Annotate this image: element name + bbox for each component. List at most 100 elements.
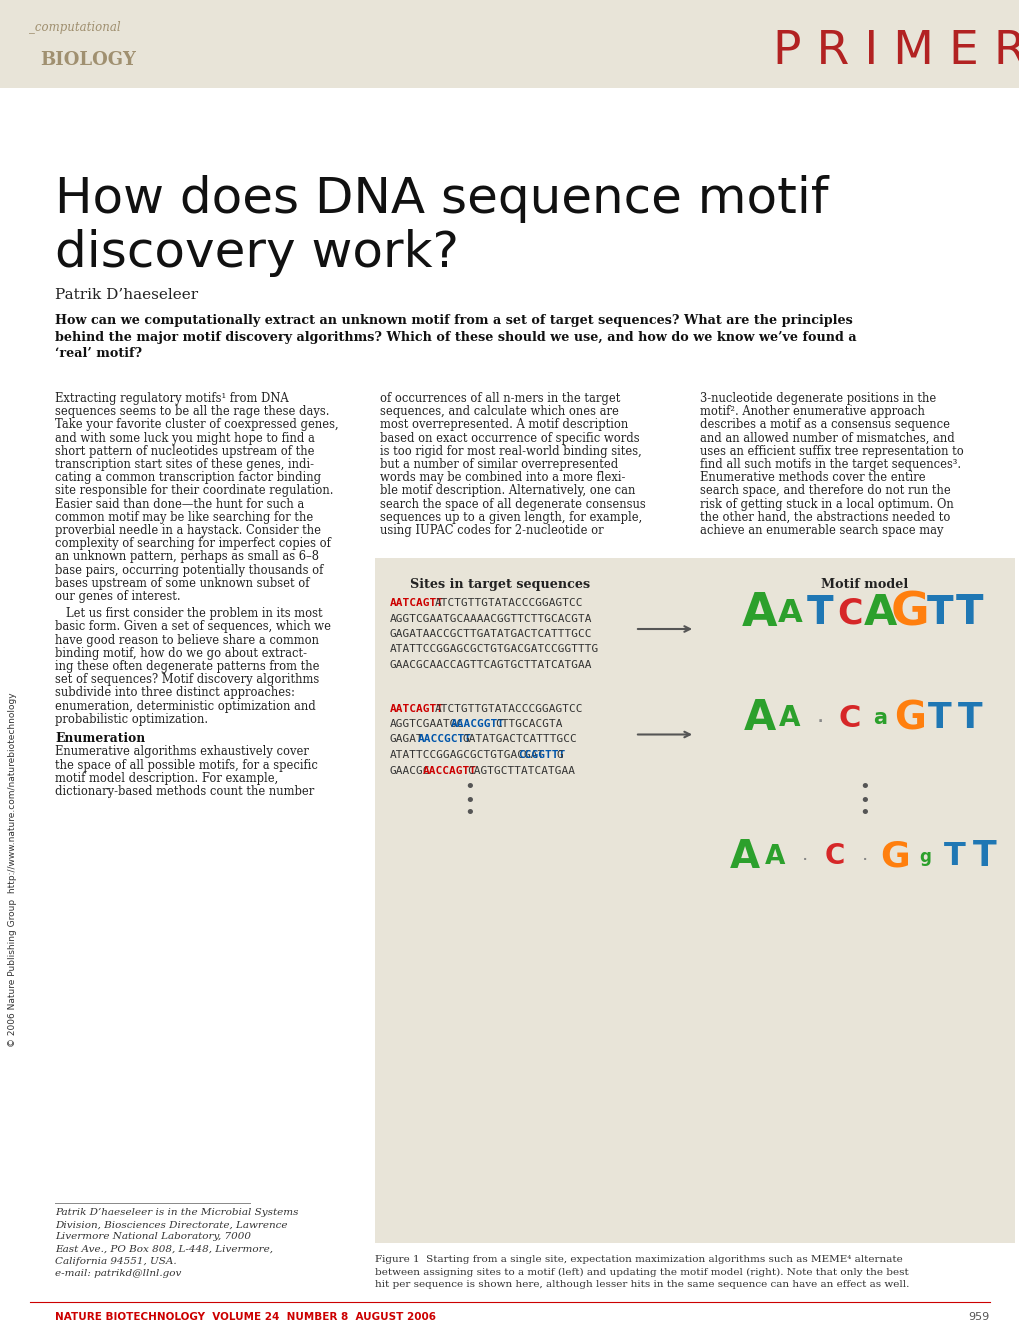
Text: search space, and therefore do not run the: search space, and therefore do not run t… xyxy=(699,484,950,497)
Text: proverbial needle in a haystack. Consider the: proverbial needle in a haystack. Conside… xyxy=(55,524,321,538)
Text: set of sequences? Motif discovery algorithms: set of sequences? Motif discovery algori… xyxy=(55,673,319,687)
Text: GAACGCAACCAGTTCAGTGCTTATCATGAA: GAACGCAACCAGTTCAGTGCTTATCATGAA xyxy=(389,660,592,671)
Text: AACCGCTT: AACCGCTT xyxy=(418,735,471,745)
Text: How can we computationally extract an unknown motif from a set of target sequenc: How can we computationally extract an un… xyxy=(55,314,852,327)
Text: our genes of interest.: our genes of interest. xyxy=(55,590,180,603)
Text: words may be combined into a more flexi-: words may be combined into a more flexi- xyxy=(380,472,625,484)
Text: T: T xyxy=(972,840,996,874)
Text: probabilistic optimization.: probabilistic optimization. xyxy=(55,712,208,726)
Text: Extracting regulatory motifs¹ from DNA: Extracting regulatory motifs¹ from DNA xyxy=(55,392,288,405)
Text: site responsible for their coordinate regulation.: site responsible for their coordinate re… xyxy=(55,484,333,497)
Text: Enumerative methods cover the entire: Enumerative methods cover the entire xyxy=(699,472,924,484)
Text: enumeration, deterministic optimization and: enumeration, deterministic optimization … xyxy=(55,700,316,712)
Text: GAACGC: GAACGC xyxy=(389,766,430,775)
Text: between assigning sites to a motif (left) and updating the motif model (right). : between assigning sites to a motif (left… xyxy=(375,1267,908,1277)
Text: G: G xyxy=(556,750,562,759)
Text: describes a motif as a consensus sequence: describes a motif as a consensus sequenc… xyxy=(699,418,949,431)
Text: a: a xyxy=(872,708,887,728)
Text: 3-nucleotide degenerate positions in the: 3-nucleotide degenerate positions in the xyxy=(699,392,935,405)
Bar xyxy=(375,558,1014,1243)
Text: motif². Another enumerative approach: motif². Another enumerative approach xyxy=(699,405,924,418)
Text: 959: 959 xyxy=(968,1312,989,1322)
Text: transcription start sites of these genes, indi-: transcription start sites of these genes… xyxy=(55,458,314,470)
Text: of occurrences of all n-mers in the target: of occurrences of all n-mers in the targ… xyxy=(380,392,620,405)
Text: A: A xyxy=(779,704,800,732)
Text: A: A xyxy=(743,698,775,739)
Text: Sites in target sequences: Sites in target sequences xyxy=(410,578,589,591)
Text: T: T xyxy=(927,702,951,735)
Text: ATCTGTTGTATACCCGGAGTCC: ATCTGTTGTATACCCGGAGTCC xyxy=(434,703,582,714)
Text: BIOLOGY: BIOLOGY xyxy=(40,51,136,69)
Text: Let us first consider the problem in its most: Let us first consider the problem in its… xyxy=(55,607,322,620)
Text: and an allowed number of mismatches, and: and an allowed number of mismatches, and xyxy=(699,431,954,445)
Text: A: A xyxy=(742,590,777,636)
Text: How does DNA sequence motif
discovery work?: How does DNA sequence motif discovery wo… xyxy=(55,175,827,277)
Text: Enumerative algorithms exhaustively cover: Enumerative algorithms exhaustively cove… xyxy=(55,746,309,758)
Text: A: A xyxy=(730,837,759,875)
Text: A: A xyxy=(776,598,802,629)
Text: the other hand, the abstractions needed to: the other hand, the abstractions needed … xyxy=(699,511,950,524)
Text: an unknown pattern, perhaps as small as 6–8: an unknown pattern, perhaps as small as … xyxy=(55,551,319,563)
Text: Motif model: Motif model xyxy=(820,578,908,591)
Text: g: g xyxy=(918,848,930,866)
Text: Division, Biosciences Directorate, Lawrence: Division, Biosciences Directorate, Lawre… xyxy=(55,1220,287,1230)
Text: base pairs, occurring potentially thousands of: base pairs, occurring potentially thousa… xyxy=(55,563,323,577)
Text: P R I M E R: P R I M E R xyxy=(772,30,1019,74)
Text: subdivide into three distinct approaches:: subdivide into three distinct approaches… xyxy=(55,687,294,699)
Text: cating a common transcription factor binding: cating a common transcription factor bin… xyxy=(55,472,321,484)
Text: •: • xyxy=(859,792,869,809)
Text: sequences up to a given length, for example,: sequences up to a given length, for exam… xyxy=(380,511,642,524)
Bar xyxy=(0,0,1019,87)
Text: A: A xyxy=(764,844,785,870)
Text: ATCTGTTGTATACCCGGAGTCC: ATCTGTTGTATACCCGGAGTCC xyxy=(434,598,582,607)
Text: common motif may be like searching for the: common motif may be like searching for t… xyxy=(55,511,313,524)
Text: sequences, and calculate which ones are: sequences, and calculate which ones are xyxy=(380,405,619,418)
Text: using IUPAC codes for 2-nucleotide or: using IUPAC codes for 2-nucleotide or xyxy=(380,524,603,538)
Text: Patrik D’haeseleer is in the Microbial Systems: Patrik D’haeseleer is in the Microbial S… xyxy=(55,1208,299,1218)
Text: .: . xyxy=(802,852,806,862)
Text: G: G xyxy=(894,699,925,738)
Text: NATURE BIOTECHNOLOGY  VOLUME 24  NUMBER 8  AUGUST 2006: NATURE BIOTECHNOLOGY VOLUME 24 NUMBER 8 … xyxy=(55,1312,435,1322)
Text: ‘real’ motif?: ‘real’ motif? xyxy=(55,347,142,360)
Text: have good reason to believe share a common: have good reason to believe share a comm… xyxy=(55,633,319,646)
Text: search the space of all degenerate consensus: search the space of all degenerate conse… xyxy=(380,497,645,511)
Text: Patrik D’haeseleer: Patrik D’haeseleer xyxy=(55,288,198,302)
Text: ing these often degenerate patterns from the: ing these often degenerate patterns from… xyxy=(55,660,319,673)
Text: complexity of searching for imperfect copies of: complexity of searching for imperfect co… xyxy=(55,538,330,550)
Text: A: A xyxy=(862,591,896,634)
Text: AATCAGTT: AATCAGTT xyxy=(389,703,443,714)
Text: .: . xyxy=(816,711,821,726)
Text: CCGGTTT: CCGGTTT xyxy=(517,750,565,759)
Text: AATCAGTT: AATCAGTT xyxy=(389,598,443,607)
Text: T: T xyxy=(956,593,982,633)
Text: is too rigid for most real-world binding sites,: is too rigid for most real-world binding… xyxy=(380,445,641,458)
Text: California 94551, USA.: California 94551, USA. xyxy=(55,1257,176,1266)
Text: binding motif, how do we go about extract-: binding motif, how do we go about extrac… xyxy=(55,646,307,660)
Text: based on exact occurrence of specific words: based on exact occurrence of specific wo… xyxy=(380,431,639,445)
Text: T: T xyxy=(944,841,965,872)
Text: Easier said than done—the hunt for such a: Easier said than done—the hunt for such … xyxy=(55,497,304,511)
Text: T: T xyxy=(806,594,833,632)
Text: find all such motifs in the target sequences³.: find all such motifs in the target seque… xyxy=(699,458,960,470)
Text: •: • xyxy=(465,778,475,797)
Text: basic form. Given a set of sequences, which we: basic form. Given a set of sequences, wh… xyxy=(55,621,331,633)
Text: AGGTCGAATGC: AGGTCGAATGC xyxy=(389,719,464,728)
Text: most overrepresented. A motif description: most overrepresented. A motif descriptio… xyxy=(380,418,628,431)
Text: motif model description. For example,: motif model description. For example, xyxy=(55,771,278,785)
Text: G: G xyxy=(879,840,909,874)
Text: GATATGACTCATTTGCC: GATATGACTCATTTGCC xyxy=(462,735,577,745)
Text: short pattern of nucleotides upstream of the: short pattern of nucleotides upstream of… xyxy=(55,445,314,458)
Text: G: G xyxy=(890,590,928,636)
Text: © 2006 Nature Publishing Group  http://www.nature.com/naturebiotechnology: © 2006 Nature Publishing Group http://ww… xyxy=(8,692,17,1047)
Text: C: C xyxy=(837,595,862,630)
Text: AAACGGTT: AAACGGTT xyxy=(450,719,504,728)
Text: sequences seems to be all the rage these days.: sequences seems to be all the rage these… xyxy=(55,405,329,418)
Text: •: • xyxy=(465,805,475,823)
Text: C: C xyxy=(824,843,845,871)
Text: T: T xyxy=(957,702,981,735)
Text: ble motif description. Alternatively, one can: ble motif description. Alternatively, on… xyxy=(380,484,635,497)
Text: uses an efficient suffix tree representation to: uses an efficient suffix tree representa… xyxy=(699,445,963,458)
Text: •: • xyxy=(859,805,869,823)
Text: achieve an enumerable search space may: achieve an enumerable search space may xyxy=(699,524,943,538)
Text: T: T xyxy=(926,594,953,632)
